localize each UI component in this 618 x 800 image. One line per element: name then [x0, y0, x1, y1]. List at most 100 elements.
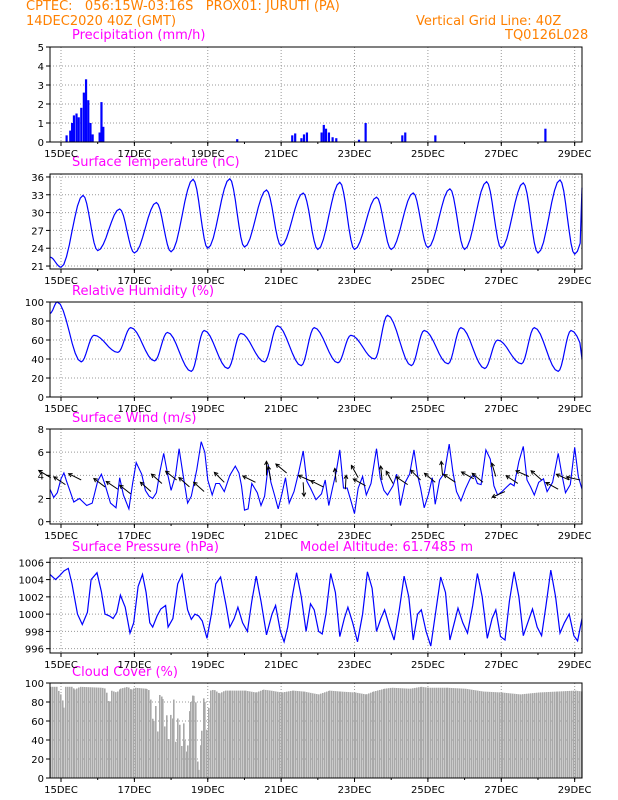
cloud-cover-column [139, 688, 141, 778]
wind-arrow-shaft [193, 481, 205, 492]
cloud-cover-column [197, 761, 199, 778]
cloud-cover-column [563, 691, 565, 778]
wind-arrow-shaft [105, 481, 119, 490]
cloud-cover-column [299, 691, 301, 778]
precipitation-ytick-label: 3 [38, 81, 44, 92]
wind-xtick-label: 25DEC [411, 531, 445, 542]
precipitation-bar [302, 134, 306, 142]
cloud-cover-column [159, 694, 161, 778]
humidity-ytick-label: 80 [31, 317, 44, 328]
cloud-cover-column [265, 689, 267, 778]
wind-arrow-shaft [140, 481, 152, 492]
cloud-cover-column [193, 695, 195, 778]
cloud-cover-column [473, 690, 475, 778]
wind-vector-arrow [530, 470, 542, 481]
wind-arrow-shaft [119, 484, 132, 495]
cloud-cover-column [124, 687, 126, 778]
wind-arrow-head [105, 480, 111, 486]
wind-vector-arrow [439, 460, 444, 476]
temperature-ytick-label: 21 [31, 262, 44, 273]
precipitation-bar [331, 137, 334, 142]
cloud-cover-column [263, 689, 265, 778]
cloud-cover-column [447, 687, 449, 778]
wind-arrow-head [395, 476, 401, 481]
wind-arrow-head [37, 469, 43, 475]
precipitation-bar [320, 132, 323, 142]
wind-arrow-shaft [515, 470, 530, 477]
cloud-cover-column [166, 715, 168, 778]
wind-arrow-shaft [556, 473, 570, 481]
wind-arrow-head [264, 460, 269, 466]
cloud-cover-column [145, 688, 147, 778]
wind-vector-arrow [178, 476, 190, 488]
cloud-cover-column [557, 691, 559, 778]
precipitation-xtick-label: 25DEC [411, 149, 445, 160]
cloud-cover-xtick-label: 17DEC [118, 785, 152, 796]
wind-arrow-shaft [545, 482, 559, 490]
cloud-cover-column [481, 691, 483, 778]
wind-vector-arrow [490, 462, 497, 477]
wind-arrow-shaft [242, 475, 256, 483]
wind-arrow-shaft [275, 463, 287, 474]
pressure-xtick-label: 29DEC [558, 660, 592, 671]
cloud-cover-column [497, 692, 499, 778]
cloud-cover-column [373, 691, 375, 778]
cloud-cover-column [526, 693, 528, 778]
cloud-cover-column [203, 698, 205, 778]
wind-arrow-head [378, 465, 384, 470]
cloud-cover-column [301, 691, 303, 778]
wind-arrow-shaft [410, 469, 421, 481]
cloud-cover-column [440, 687, 442, 778]
wind-vector-arrow [213, 471, 225, 483]
cloud-cover-column [292, 690, 294, 778]
cloud-cover-column [534, 692, 536, 778]
cloud-cover-column [267, 690, 269, 778]
precipitation-bar [434, 135, 437, 142]
wind-vector-arrow [423, 472, 436, 483]
cloud-cover-column [366, 694, 368, 778]
cloud-cover-column [532, 693, 534, 778]
cloud-cover-column [467, 689, 469, 778]
cloud-cover-column [318, 694, 320, 778]
cloud-cover-column [573, 690, 575, 778]
cloud-cover-column [155, 706, 157, 778]
wind-vector-arrow [242, 475, 256, 483]
humidity-xtick-label: 29DEC [558, 404, 592, 415]
wind-xtick-label: 23DEC [338, 531, 372, 542]
wind-arrow-head [343, 474, 349, 480]
cloud-cover-column [357, 692, 359, 778]
cloud-cover-column [210, 690, 212, 778]
pressure-ytick-label: 1006 [19, 558, 44, 569]
cloud-cover-column [251, 691, 253, 778]
humidity-ytick-label: 60 [31, 336, 44, 347]
wind-vector-arrow [139, 481, 152, 492]
wind-arrow-head [409, 469, 415, 475]
cloud-cover-column [392, 687, 394, 778]
cloud-cover-column [493, 692, 495, 778]
cloud-cover-column [76, 688, 78, 778]
cloud-cover-column [218, 692, 220, 778]
cloud-cover-ytick-label: 60 [31, 717, 44, 728]
cloud-cover-column [58, 690, 60, 778]
precipitation-xtick-label: 21DEC [264, 149, 298, 160]
cloud-cover-column [485, 691, 487, 778]
humidity-ytick-label: 20 [31, 374, 44, 385]
wind-arrow-head [150, 473, 156, 479]
cloud-cover-column [63, 707, 65, 778]
wind-arrow-shaft [380, 465, 383, 481]
cloud-cover-column [383, 688, 385, 778]
precipitation-bar [75, 113, 78, 142]
cloud-cover-column [284, 692, 286, 778]
wind-vector-arrow [93, 477, 106, 488]
temperature-xtick-label: 25DEC [411, 276, 445, 287]
wind-vector-arrow [266, 465, 272, 481]
precipitation-bar [322, 124, 325, 142]
cloud-cover-column [181, 746, 183, 778]
cloud-cover-column [544, 692, 546, 778]
cloud-cover-xtick-label: 25DEC [411, 785, 445, 796]
cloud-cover-column [146, 689, 148, 778]
cloud-cover-column [50, 686, 52, 778]
cloud-cover-column [96, 687, 98, 778]
cloud-cover-column [133, 688, 135, 778]
